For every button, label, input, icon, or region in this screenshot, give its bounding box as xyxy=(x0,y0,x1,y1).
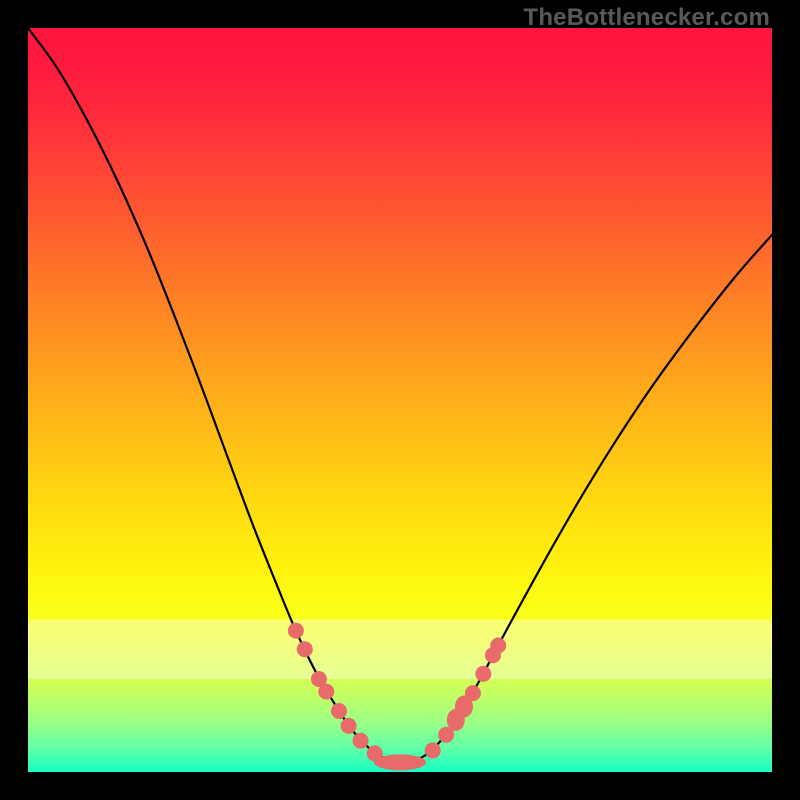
curve-marker xyxy=(297,641,313,657)
curve-marker xyxy=(353,733,369,749)
curve-marker xyxy=(341,718,357,734)
curve-marker xyxy=(331,703,347,719)
highlight-band xyxy=(28,619,772,679)
curve-marker xyxy=(475,666,491,682)
curve-marker xyxy=(288,623,304,639)
chart-svg xyxy=(0,0,800,800)
curve-marker xyxy=(318,684,334,700)
curve-marker xyxy=(490,638,506,654)
curve-marker xyxy=(465,685,481,701)
curve-marker xyxy=(374,754,426,770)
watermark-text: TheBottlenecker.com xyxy=(523,4,770,32)
curve-marker xyxy=(425,742,441,758)
